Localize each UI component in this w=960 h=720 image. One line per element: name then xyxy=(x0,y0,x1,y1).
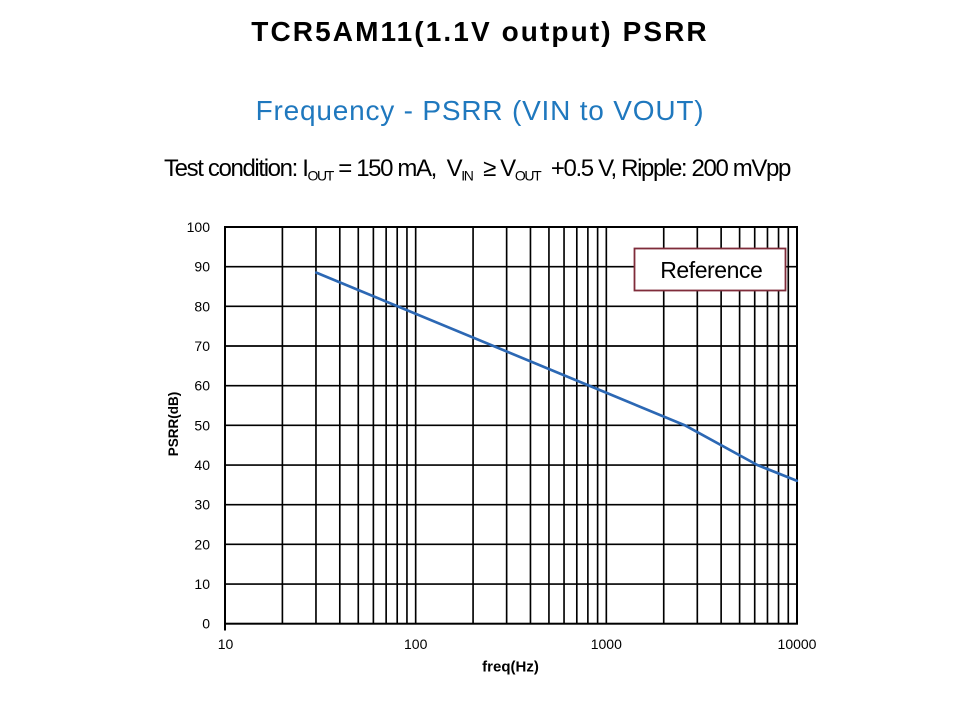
svg-text:freq(Hz): freq(Hz) xyxy=(482,659,539,676)
svg-text:70: 70 xyxy=(194,338,210,354)
svg-text:100: 100 xyxy=(404,636,428,652)
svg-text:10: 10 xyxy=(194,576,210,592)
svg-text:30: 30 xyxy=(194,497,210,513)
svg-text:100: 100 xyxy=(187,219,211,235)
svg-text:90: 90 xyxy=(194,259,210,275)
svg-text:20: 20 xyxy=(194,536,210,552)
svg-text:80: 80 xyxy=(194,298,210,314)
svg-text:Reference: Reference xyxy=(660,257,762,283)
svg-text:10: 10 xyxy=(218,636,234,652)
svg-text:PSRR(dB): PSRR(dB) xyxy=(166,392,181,457)
svg-text:40: 40 xyxy=(194,457,210,473)
svg-text:0: 0 xyxy=(202,616,210,632)
svg-text:50: 50 xyxy=(194,417,210,433)
svg-text:60: 60 xyxy=(194,378,210,394)
svg-text:10000: 10000 xyxy=(778,636,817,652)
svg-text:1000: 1000 xyxy=(591,636,622,652)
